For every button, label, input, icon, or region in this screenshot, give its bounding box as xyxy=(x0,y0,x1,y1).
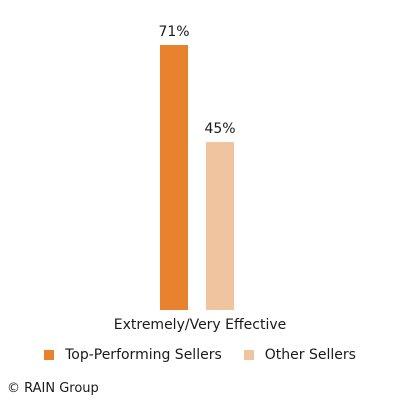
bar-other-sellers xyxy=(206,142,234,310)
legend-label-other-sellers: Other Sellers xyxy=(264,347,356,363)
bar-top-performing-sellers xyxy=(160,45,188,310)
legend: Top-Performing Sellers Other Sellers xyxy=(0,347,400,363)
category-label: Extremely/Very Effective xyxy=(113,317,287,333)
data-label-other-sellers: 45% xyxy=(204,121,235,137)
legend-item-top-performing-sellers: Top-Performing Sellers xyxy=(44,347,222,363)
data-label-top-performing-sellers: 71% xyxy=(158,24,189,40)
legend-label-top-performing-sellers: Top-Performing Sellers xyxy=(65,347,222,363)
bar-chart: 71% 45% xyxy=(158,24,236,310)
copyright-footer: © RAIN Group xyxy=(7,381,99,396)
legend-swatch-top-performing-sellers xyxy=(44,350,55,360)
legend-swatch-other-sellers xyxy=(243,350,254,360)
legend-item-other-sellers: Other Sellers xyxy=(243,347,356,363)
